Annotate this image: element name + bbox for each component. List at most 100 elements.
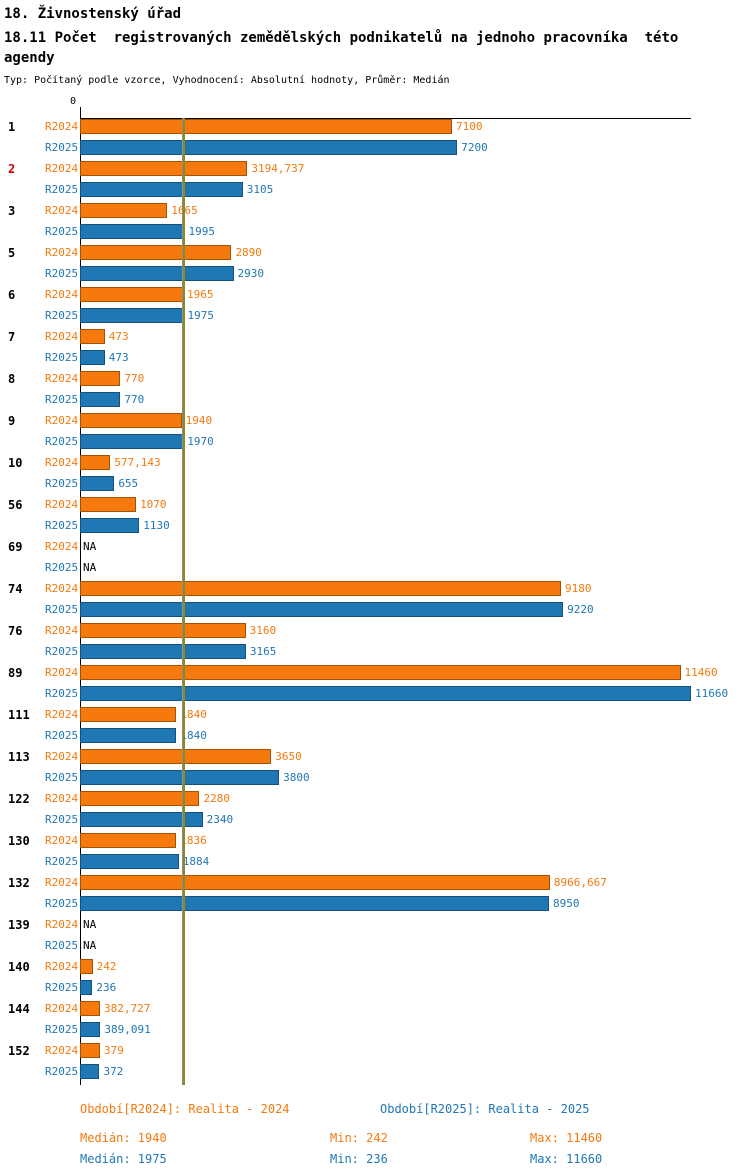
category-block: 130 R2024 1836 R2025 1884 — [0, 833, 750, 875]
bar-r2025 — [80, 686, 691, 701]
value-label-r2024: 770 — [124, 372, 145, 385]
value-label-r2025: 236 — [96, 981, 117, 994]
category-label: 74 — [8, 582, 23, 596]
series-label-r2025: R2025 — [45, 267, 79, 280]
series-label-r2025: R2025 — [45, 687, 79, 700]
series-label-r2025: R2025 — [45, 393, 79, 406]
value-label-r2024: 8966,667 — [553, 876, 607, 889]
value-label-r2025: 1884 — [182, 855, 210, 868]
value-label-r2024: 3160 — [249, 624, 277, 637]
bar-track-r2024: 382,727 — [80, 1001, 691, 1016]
bar-track-r2025: 236 — [80, 980, 691, 995]
indicator-title: 18.11 Počet registrovaných zemědělských … — [4, 30, 687, 66]
bar-r2024 — [80, 497, 137, 512]
category-label: 130 — [8, 834, 30, 848]
series-label-r2025: R2025 — [45, 771, 79, 784]
bar-track-r2025: 11660 — [80, 686, 728, 701]
value-label-r2024: NA — [83, 918, 97, 931]
bar-r2024 — [80, 413, 182, 428]
series-label-r2025: R2025 — [45, 477, 79, 490]
bar-r2024 — [80, 161, 248, 176]
bar-track-r2025: 1884 — [80, 854, 691, 869]
series-label-r2024: R2024 — [45, 204, 79, 217]
series-label-r2025: R2025 — [45, 813, 79, 826]
category-label: 6 — [8, 288, 16, 302]
value-label-r2024: 577,143 — [114, 456, 161, 469]
series-label-r2024: R2024 — [45, 288, 79, 301]
bar-r2024 — [80, 665, 681, 680]
bar-r2025 — [80, 182, 243, 197]
bar-track-r2025: 473 — [80, 350, 691, 365]
series-label-r2024: R2024 — [45, 750, 79, 763]
value-label-r2024: 473 — [108, 330, 129, 343]
series-label-r2025: R2025 — [45, 981, 79, 994]
legend-min-2025: Min: 236 — [330, 1152, 388, 1166]
series-label-r2025: R2025 — [45, 645, 79, 658]
bar-track-r2025: 1840 — [80, 728, 691, 743]
value-label-r2024: 1836 — [180, 834, 207, 847]
series-label-r2024: R2024 — [45, 1044, 79, 1057]
bar-track-r2024: 3650 — [80, 749, 691, 764]
series-label-r2025: R2025 — [45, 939, 79, 952]
bar-track-r2024: 2890 — [80, 245, 691, 260]
value-label-r2025: 372 — [103, 1065, 124, 1078]
bar-r2025 — [80, 434, 184, 449]
bar-r2025 — [80, 728, 177, 743]
series-label-r2025: R2025 — [45, 855, 79, 868]
chart-legend: Období[R2024]: Realita - 2024 Období[R20… — [0, 1102, 750, 1173]
bar-track-r2024: 473 — [80, 329, 691, 344]
bar-r2024 — [80, 791, 200, 806]
bar-track-r2024: NA — [80, 917, 691, 932]
value-label-r2024: 3194,737 — [251, 162, 305, 175]
value-label-r2024: NA — [83, 540, 97, 553]
median-line-2025 — [183, 118, 186, 1085]
bar-track-r2025: 9220 — [80, 602, 691, 617]
category-block: 2 R2024 3194,737 R2025 3105 — [0, 161, 750, 203]
bar-track-r2024: 1940 — [80, 413, 691, 428]
category-label: 7 — [8, 330, 16, 344]
bar-track-r2024: 8966,667 — [80, 875, 691, 890]
value-label-r2024: 1965 — [186, 288, 214, 301]
bar-track-r2025: 1995 — [80, 224, 691, 239]
value-label-r2025: 1975 — [187, 309, 214, 322]
series-label-r2024: R2024 — [45, 372, 79, 385]
median-line-2024 — [181, 118, 184, 1085]
bar-r2025 — [80, 644, 246, 659]
series-label-r2024: R2024 — [45, 792, 79, 805]
category-block: 69 R2024 NA R2025 NA — [0, 539, 750, 581]
bar-r2024 — [80, 119, 453, 134]
bar-track-r2025: 2340 — [80, 812, 691, 827]
bar-track-r2025: 8950 — [80, 896, 691, 911]
bar-track-r2024: 1070 — [80, 497, 691, 512]
report-header: 18. Živnostenský úřad 18.11 Počet regist… — [0, 0, 750, 88]
category-block: 1 R2024 7100 R2025 7200 — [0, 119, 750, 161]
legend-stats-2024-row: Medián: 1940 Min: 242 Max: 11460 — [0, 1131, 750, 1152]
value-label-r2024: 2890 — [235, 246, 262, 259]
category-label: 5 — [8, 246, 16, 260]
value-label-r2025: 2930 — [237, 267, 265, 280]
series-label-r2025: R2025 — [45, 309, 79, 322]
bar-r2024 — [80, 749, 272, 764]
value-label-r2025: 1130 — [143, 519, 170, 532]
series-label-r2025: R2025 — [45, 897, 79, 910]
value-label-r2025: 770 — [124, 393, 145, 406]
bar-r2025 — [80, 392, 121, 407]
series-label-r2025: R2025 — [45, 225, 79, 238]
category-block: 9 R2024 1940 R2025 1970 — [0, 413, 750, 455]
bar-track-r2025: 7200 — [80, 140, 691, 155]
category-block: 139 R2024 NA R2025 NA — [0, 917, 750, 959]
chart-rows: 1 R2024 7100 R2025 7200 2 R2024 3194,737 — [0, 119, 750, 1085]
series-label-r2025: R2025 — [45, 435, 79, 448]
category-block: 3 R2024 1665 R2025 1995 — [0, 203, 750, 245]
bar-r2025 — [80, 602, 564, 617]
bar-track-r2025: 389,091 — [80, 1022, 691, 1037]
series-label-r2025: R2025 — [45, 729, 79, 742]
bar-r2025 — [80, 350, 105, 365]
bar-track-r2024: 242 — [80, 959, 691, 974]
value-label-r2024: 1940 — [185, 414, 213, 427]
series-label-r2024: R2024 — [45, 162, 79, 175]
bar-r2024 — [80, 707, 177, 722]
value-label-r2025: 1970 — [187, 435, 214, 448]
bar-r2025 — [80, 770, 280, 785]
bar-r2024 — [80, 203, 168, 218]
